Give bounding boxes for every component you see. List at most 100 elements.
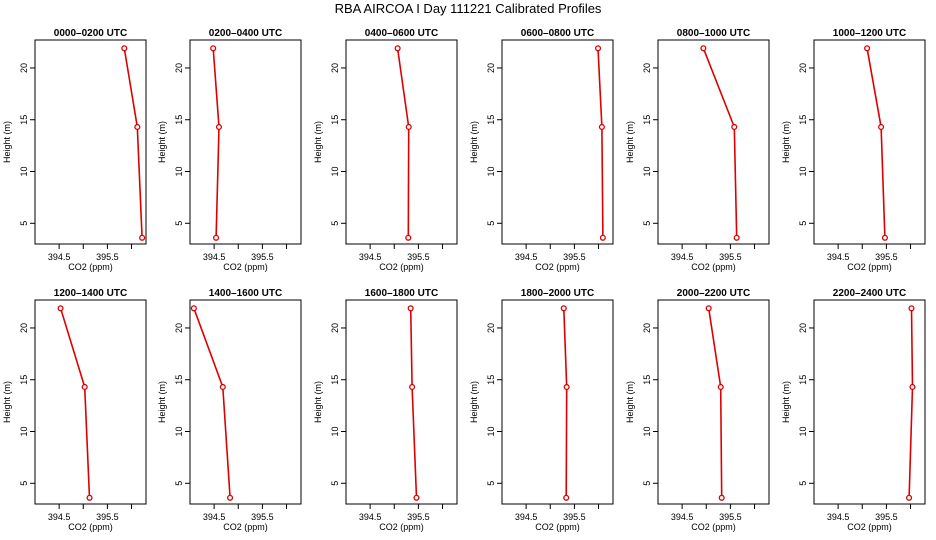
x-tick-label: 395.5 xyxy=(563,252,586,262)
y-tick-label: 5 xyxy=(174,221,184,226)
panel-title: 1400–1600 UTC xyxy=(209,288,282,299)
data-point xyxy=(733,234,740,241)
x-tick-label: 395.5 xyxy=(875,512,898,522)
y-tick-label: 15 xyxy=(798,375,808,385)
profile-line xyxy=(123,48,143,238)
x-tick-label: 394.5 xyxy=(359,512,382,522)
profile-line xyxy=(193,308,231,498)
profile-line xyxy=(866,48,886,238)
y-tick-label: 10 xyxy=(642,427,652,437)
y-tick-label: 10 xyxy=(174,167,184,177)
data-point xyxy=(878,123,885,131)
data-point xyxy=(227,494,234,501)
y-tick-label: 20 xyxy=(174,323,184,333)
y-tick-label: 10 xyxy=(798,167,808,177)
x-axis-label: CO2 (ppm) xyxy=(691,262,736,272)
plot-frame xyxy=(813,39,926,245)
y-tick-label: 10 xyxy=(19,427,29,437)
y-tick-label: 5 xyxy=(642,481,652,486)
x-tick-label: 394.5 xyxy=(48,512,71,522)
y-axis-label: Height (m) xyxy=(313,121,323,163)
panel-title: 1600–1800 UTC xyxy=(365,288,438,299)
y-tick-label: 15 xyxy=(330,375,340,385)
x-tick-label: 394.5 xyxy=(203,512,226,522)
y-tick-label: 5 xyxy=(330,221,340,226)
plot-frame xyxy=(34,39,147,245)
data-point xyxy=(57,305,64,312)
data-point xyxy=(121,45,128,52)
y-tick-label: 20 xyxy=(798,323,808,333)
plot-frame xyxy=(813,299,926,505)
y-axis-label: Height (m) xyxy=(781,381,791,423)
data-point xyxy=(906,494,913,501)
x-tick-label: 394.5 xyxy=(515,512,538,522)
data-point xyxy=(413,494,420,501)
y-tick-label: 15 xyxy=(19,115,29,125)
plot-frame xyxy=(345,299,458,505)
data-point xyxy=(215,123,223,131)
data-point xyxy=(909,383,916,391)
y-tick-label: 10 xyxy=(174,427,184,437)
x-tick-label: 394.5 xyxy=(203,252,226,262)
x-tick-label: 395.5 xyxy=(251,252,274,262)
plot-frame xyxy=(657,39,770,245)
profile-line xyxy=(409,308,418,498)
x-tick-label: 395.5 xyxy=(96,512,119,522)
y-axis-label: Height (m) xyxy=(469,381,479,423)
profile-line xyxy=(563,308,568,498)
data-point xyxy=(190,305,197,312)
data-point xyxy=(219,383,226,391)
y-tick-label: 5 xyxy=(486,481,496,486)
y-tick-label: 20 xyxy=(486,323,496,333)
x-tick-label: 395.5 xyxy=(251,512,274,522)
x-axis-label: CO2 (ppm) xyxy=(847,522,892,532)
x-tick-label: 395.5 xyxy=(875,252,898,262)
y-tick-label: 5 xyxy=(798,481,808,486)
data-point xyxy=(407,305,414,312)
x-tick-label: 395.5 xyxy=(719,252,742,262)
data-point xyxy=(864,45,871,52)
y-tick-label: 5 xyxy=(642,221,652,226)
y-tick-label: 20 xyxy=(19,323,29,333)
y-tick-label: 15 xyxy=(330,115,340,125)
y-axis-label: Height (m) xyxy=(625,121,635,163)
y-tick-label: 5 xyxy=(486,221,496,226)
x-axis-label: CO2 (ppm) xyxy=(535,522,580,532)
panel-title: 2200–2400 UTC xyxy=(833,288,906,299)
y-tick-label: 15 xyxy=(19,375,29,385)
y-tick-label: 15 xyxy=(642,375,652,385)
y-axis-label: Height (m) xyxy=(157,121,167,163)
y-tick-label: 20 xyxy=(330,63,340,73)
y-axis-label: Height (m) xyxy=(157,381,167,423)
plot-frame xyxy=(34,299,147,505)
panel-title: 1200–1400 UTC xyxy=(54,288,127,299)
data-point xyxy=(599,234,606,241)
y-tick-label: 15 xyxy=(642,115,652,125)
x-tick-label: 394.5 xyxy=(671,512,694,522)
x-tick-label: 394.5 xyxy=(827,252,850,262)
data-point xyxy=(405,123,412,131)
x-tick-label: 395.5 xyxy=(407,512,430,522)
y-axis-label: Height (m) xyxy=(781,121,791,163)
profile-line xyxy=(908,308,914,498)
plot-frame xyxy=(345,39,458,245)
profile-line xyxy=(396,48,410,238)
data-point xyxy=(731,123,738,131)
y-axis-label: Height (m) xyxy=(2,381,12,423)
panel-title: 0200–0400 UTC xyxy=(209,28,282,39)
data-point xyxy=(86,494,93,501)
data-point xyxy=(213,234,220,241)
data-point xyxy=(881,234,888,241)
x-axis-label: CO2 (ppm) xyxy=(379,262,424,272)
x-tick-label: 394.5 xyxy=(359,252,382,262)
data-point xyxy=(598,123,605,131)
